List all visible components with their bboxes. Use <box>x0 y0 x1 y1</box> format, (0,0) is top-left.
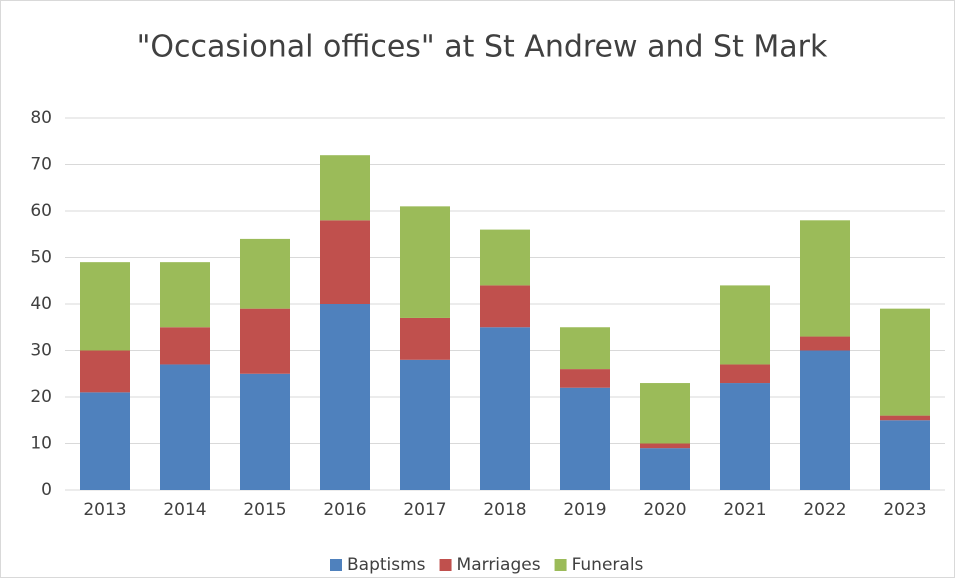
bar-segment <box>400 317 450 360</box>
bar-segment <box>80 392 130 490</box>
bar-segment <box>160 262 210 328</box>
bar-segment <box>480 327 530 490</box>
bar-segment <box>80 262 130 351</box>
legend-label: Marriages <box>457 555 541 575</box>
x-tick-label: 2014 <box>163 500 206 520</box>
bar-segment <box>320 155 370 221</box>
x-tick-label: 2018 <box>483 500 526 520</box>
legend-swatch <box>554 559 567 571</box>
y-tick-label: 30 <box>30 341 52 361</box>
bar-segment <box>240 373 290 490</box>
y-tick-label: 60 <box>30 201 52 221</box>
bar-segment <box>720 285 770 365</box>
legend-swatch <box>330 559 342 571</box>
bar-segment <box>480 229 530 286</box>
bar-segment <box>880 308 930 416</box>
y-tick-label: 50 <box>30 248 52 268</box>
bar-segment <box>240 308 290 374</box>
legend-swatch <box>439 559 452 571</box>
bar-segment <box>560 387 610 490</box>
bar-segment <box>640 443 690 449</box>
y-tick-label: 70 <box>30 155 52 175</box>
bar-segment <box>480 285 530 328</box>
bar-segment <box>560 369 610 388</box>
bar-segment <box>320 304 370 490</box>
bar-segment <box>800 350 850 490</box>
bar-segment <box>640 448 690 490</box>
bar-segment <box>240 238 290 309</box>
bar-segment <box>80 350 130 393</box>
y-tick-label: 40 <box>30 294 52 314</box>
x-tick-label: 2021 <box>723 500 766 520</box>
bar-segment <box>800 336 850 351</box>
bar-segment <box>720 383 770 490</box>
x-tick-label: 2016 <box>323 500 366 520</box>
x-tick-label: 2022 <box>803 500 846 520</box>
bar-segment <box>880 420 930 490</box>
legend-label: Baptisms <box>347 555 426 575</box>
bar-segment <box>640 383 690 444</box>
bar-segment <box>320 220 370 304</box>
x-tick-label: 2019 <box>563 500 606 520</box>
y-tick-label: 20 <box>30 387 52 407</box>
y-tick-label: 80 <box>30 108 52 128</box>
legend-label: Funerals <box>572 555 644 575</box>
x-tick-label: 2013 <box>83 500 126 520</box>
x-tick-label: 2023 <box>883 500 926 520</box>
x-tick-label: 2015 <box>243 500 286 520</box>
y-tick-label: 0 <box>41 480 52 500</box>
bar-segment <box>400 206 450 318</box>
bar-segment <box>400 359 450 490</box>
bar-segment <box>560 327 610 370</box>
bar-segment <box>160 327 210 365</box>
x-tick-label: 2020 <box>643 500 686 520</box>
x-tick-label: 2017 <box>403 500 446 520</box>
bar-segment <box>720 364 770 384</box>
bar-segment <box>880 415 930 421</box>
chart-title: "Occasional offices" at St Andrew and St… <box>137 30 828 65</box>
bar-segment <box>800 220 850 337</box>
bar-segment <box>160 364 210 490</box>
y-tick-label: 10 <box>30 434 52 454</box>
